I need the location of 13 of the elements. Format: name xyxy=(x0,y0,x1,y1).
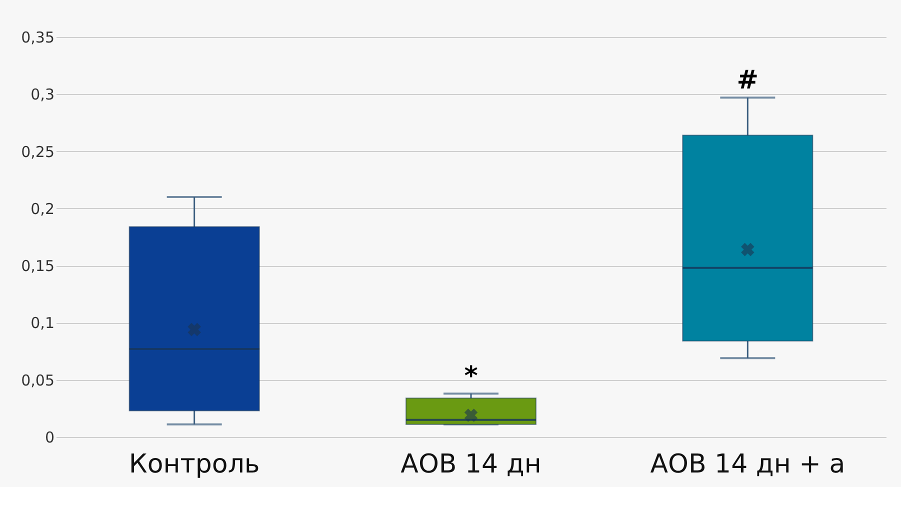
x-tick-label: АОВ 14 дн + а xyxy=(650,450,846,480)
y-tick-label: 0,05 xyxy=(21,371,54,390)
y-tick-label: 0,15 xyxy=(21,257,54,276)
annotation: # xyxy=(736,66,759,96)
y-tick-label: 0 xyxy=(44,428,54,446)
y-tick-label: 0,35 xyxy=(21,28,54,46)
y-tick-label: 0,25 xyxy=(21,142,54,161)
y-tick-label: 0,2 xyxy=(30,200,54,218)
annotation: * xyxy=(464,362,478,392)
x-tick-label: Контроль xyxy=(128,450,260,480)
y-tick-label: 0,3 xyxy=(30,86,54,104)
x-tick-label: АОВ 14 дн xyxy=(400,450,542,480)
y-tick-label: 0,1 xyxy=(30,314,54,332)
